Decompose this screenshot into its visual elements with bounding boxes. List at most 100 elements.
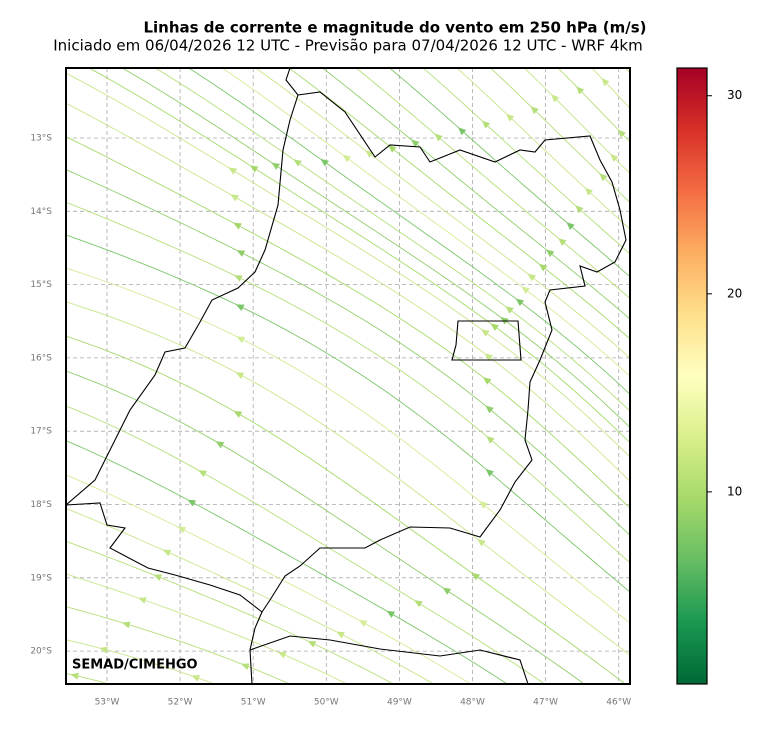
streamline [66,72,630,458]
lon-tick-label: 49°W [387,698,412,708]
stream-arrow [505,306,514,314]
stream-arrow [584,187,593,196]
stream-arrow [70,672,79,680]
stream-arrow [121,621,131,629]
lat-tick-label: 13°S [30,134,52,144]
title: Linhas de corrente e magnitude do vento … [143,19,646,37]
streamline [66,335,626,684]
stream-arrow [477,538,486,547]
stream-arrow [233,410,243,418]
lat-tick-label: 19°S [30,573,52,583]
stream-arrow [576,86,585,95]
stream-arrow [527,273,537,282]
stream-arrow [530,106,539,115]
streamline [66,507,435,684]
state-border [66,68,299,506]
stream-arrow [521,286,530,295]
stream-arrow [162,549,172,557]
lat-tick-label: 16°S [30,353,52,363]
stream-arrow [486,435,495,444]
district-border [451,320,522,361]
streamline [66,405,546,684]
streamline [221,68,630,378]
stream-arrow [228,167,238,175]
lon-tick-label: 53°W [95,698,120,708]
stream-arrow [551,94,560,103]
stream-arrow [434,133,443,142]
stream-arrow [177,526,187,534]
streamline [456,68,630,230]
colorbar [676,67,708,685]
stream-arrow [617,129,626,138]
stream-arrow [240,663,250,670]
stream-arrow [230,194,239,202]
stream-arrow [386,610,396,618]
stream-arrow [471,572,481,581]
stream-arrow [236,250,246,257]
streamline [489,68,630,204]
lat-tick-label: 20°S [30,647,52,657]
streamline [66,267,630,624]
streamline [624,68,630,74]
stream-arrow [153,574,162,581]
lon-tick-label: 50°W [314,698,339,708]
streamline [591,68,630,109]
lon-tick-label: 51°W [241,698,266,708]
stream-arrow [187,499,196,507]
stream-arrow [233,222,242,230]
lon-tick-label: 46°W [606,698,631,708]
stream-arrow [235,372,245,380]
stream-arrow [293,159,302,167]
stream-arrow [485,468,494,477]
streamline [66,370,585,684]
colorbar-tick-label: 30 [727,88,742,102]
lat-tick-label: 15°S [30,280,52,290]
stream-arrow [482,377,492,385]
map-frame [65,67,631,685]
streamline [254,68,630,359]
state-border [66,502,263,684]
stream-arrow [271,162,281,170]
streamline [66,201,630,564]
colorbar-tick-label: 20 [727,286,742,300]
stream-arrow [249,165,259,173]
stream-arrow [481,329,490,337]
stream-arrow [387,144,397,153]
stream-arrow [558,238,567,246]
stream-arrow [601,77,610,87]
streamline [66,234,630,593]
streamline [66,606,291,684]
stream-arrow [277,651,287,659]
stream-arrow [457,127,467,136]
lat-tick-label: 18°S [30,500,52,510]
lat-tick-label: 17°S [30,427,52,437]
streamline [422,68,630,255]
stream-arrow [336,631,345,639]
lon-tick-label: 47°W [533,698,558,708]
stream-arrow [358,620,368,627]
streamline [66,136,630,509]
streamline [355,68,630,300]
stream-arrow [198,470,208,478]
streamline [321,68,630,320]
stream-arrow [481,120,491,129]
colorbar-tick-label: 10 [727,484,742,498]
stream-arrow [411,139,420,148]
streamline [187,68,630,395]
streamline [88,68,630,444]
stream-arrow [320,158,329,167]
streamline [66,573,348,684]
streamline [66,102,630,482]
stream-arrow [610,153,619,162]
state-border [261,91,627,613]
stream-arrow [484,353,493,361]
stream-arrow [575,205,584,214]
streamline [66,540,395,684]
stream-arrow [506,113,515,122]
streamline [66,672,112,684]
subtitle: Iniciado em 06/04/2026 12 UTC - Previsão… [53,37,642,55]
stream-arrow [479,500,488,509]
stream-arrow [342,154,352,163]
lat-tick-label: 14°S [30,207,52,217]
